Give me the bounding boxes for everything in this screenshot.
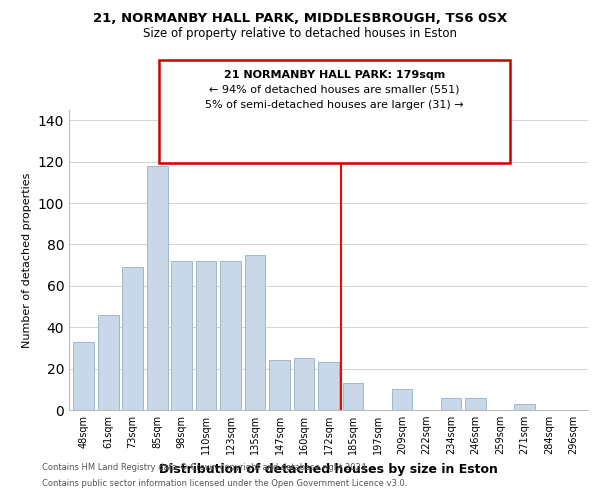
Text: 5% of semi-detached houses are larger (31) →: 5% of semi-detached houses are larger (3… [205, 100, 464, 110]
Bar [196, 261, 217, 410]
Bar [392, 390, 412, 410]
Text: 21, NORMANBY HALL PARK, MIDDLESBROUGH, TS6 0SX: 21, NORMANBY HALL PARK, MIDDLESBROUGH, T… [93, 12, 507, 26]
X-axis label: Distribution of detached houses by size in Eston: Distribution of detached houses by size … [159, 462, 498, 475]
Bar [98, 315, 119, 410]
Text: Contains public sector information licensed under the Open Government Licence v3: Contains public sector information licen… [42, 478, 407, 488]
Text: Contains HM Land Registry data © Crown copyright and database right 2024.: Contains HM Land Registry data © Crown c… [42, 464, 368, 472]
Bar [465, 398, 486, 410]
Bar [269, 360, 290, 410]
Bar [343, 383, 364, 410]
Bar [293, 358, 314, 410]
Y-axis label: Number of detached properties: Number of detached properties [22, 172, 32, 348]
Bar [147, 166, 167, 410]
Text: Size of property relative to detached houses in Eston: Size of property relative to detached ho… [143, 28, 457, 40]
Bar [73, 342, 94, 410]
Bar [171, 261, 192, 410]
Bar [245, 255, 265, 410]
Bar [122, 267, 143, 410]
Bar [514, 404, 535, 410]
Bar [440, 398, 461, 410]
Text: ← 94% of detached houses are smaller (551): ← 94% of detached houses are smaller (55… [209, 85, 460, 95]
Bar [318, 362, 339, 410]
Bar [220, 261, 241, 410]
Text: 21 NORMANBY HALL PARK: 179sqm: 21 NORMANBY HALL PARK: 179sqm [224, 70, 445, 80]
